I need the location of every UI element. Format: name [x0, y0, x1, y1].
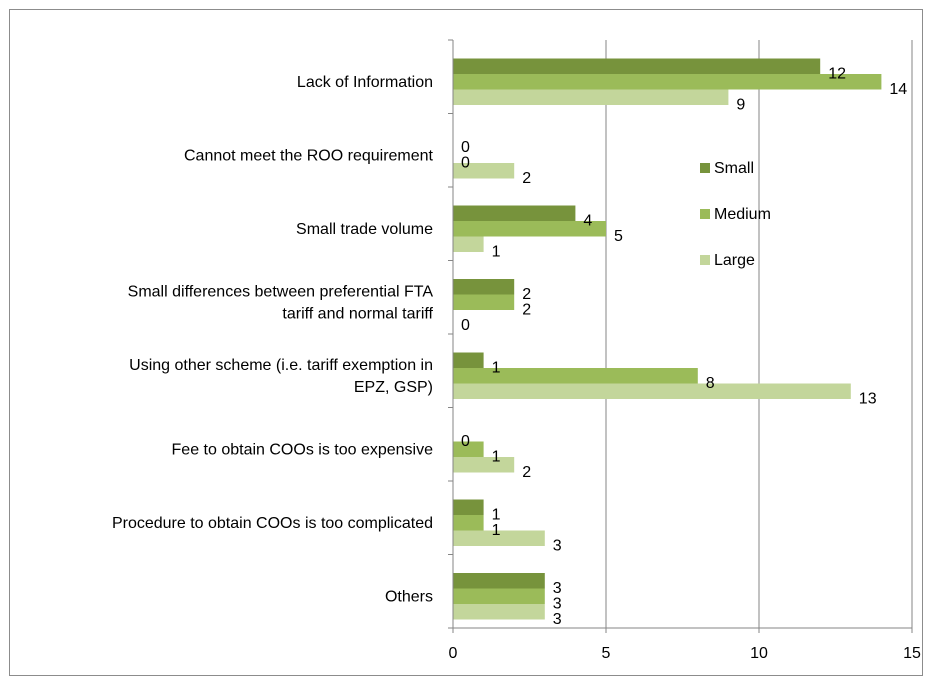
bar-small-0 — [453, 58, 821, 74]
legend-swatch-small — [700, 163, 710, 173]
category-label-cannot-meet-the-roo-requiremen: Cannot meet the ROO requirement — [184, 147, 434, 164]
bar-small-6 — [453, 499, 484, 515]
data-label-large-6: 3 — [553, 537, 562, 554]
bar-large-2 — [453, 236, 484, 252]
legend-label-medium: Medium — [714, 206, 771, 223]
data-label-small-4: 1 — [492, 359, 501, 376]
legend: Small Medium Large — [700, 160, 771, 269]
bar-small-3 — [453, 279, 515, 295]
data-label-small-7: 3 — [553, 580, 562, 597]
category-label-small-trade-volume: Small trade volume — [296, 221, 433, 238]
bar-large-0 — [453, 89, 729, 105]
x-tick-label-10: 10 — [750, 645, 768, 662]
bar-large-7 — [453, 604, 545, 620]
data-label-large-4: 13 — [859, 390, 877, 407]
bar-medium-4 — [453, 368, 698, 384]
bar-large-6 — [453, 530, 545, 546]
data-label-large-2: 1 — [492, 243, 501, 260]
bar-medium-3 — [453, 294, 515, 310]
data-label-large-0: 9 — [736, 96, 745, 113]
bar-medium-5 — [453, 441, 484, 457]
bar-large-1 — [453, 163, 515, 179]
bar-medium-6 — [453, 515, 484, 531]
x-tick-label-5: 5 — [602, 645, 611, 662]
x-tick-label-0: 0 — [449, 645, 458, 662]
axes — [448, 39, 913, 633]
legend-swatch-medium — [700, 209, 710, 219]
data-label-large-7: 3 — [553, 611, 562, 628]
bar-medium-0 — [453, 74, 882, 90]
data-label-small-5: 0 — [461, 433, 470, 450]
data-label-small-0: 12 — [828, 65, 846, 82]
bar-small-2 — [453, 205, 576, 221]
data-label-medium-3: 2 — [522, 301, 531, 318]
chart-frame — [9, 9, 923, 676]
bar-small-4 — [453, 352, 484, 368]
legend-label-large: Large — [714, 252, 755, 269]
data-label-large-3: 0 — [461, 317, 470, 334]
bar-small-7 — [453, 573, 545, 589]
data-label-medium-2: 5 — [614, 228, 623, 245]
legend-label-small: Small — [714, 160, 754, 177]
data-label-small-3: 2 — [522, 286, 531, 303]
data-label-medium-7: 3 — [553, 595, 562, 612]
data-label-large-1: 2 — [522, 170, 531, 187]
data-label-medium-0: 14 — [889, 81, 907, 98]
category-label-small-differences-between-pref: Small differences between preferential F… — [128, 283, 434, 322]
legend-swatch-large — [700, 255, 710, 265]
category-label-fee-to-obtain-coos-is-too-expe: Fee to obtain COOs is too expensive — [172, 441, 434, 458]
bar-medium-7 — [453, 588, 545, 604]
category-label-using-other-scheme-i-e-tariff-: Using other scheme (i.e. tariff exemptio… — [129, 357, 433, 396]
bar-large-4 — [453, 383, 851, 399]
data-label-small-6: 1 — [492, 506, 501, 523]
gridlines — [605, 40, 913, 628]
data-label-medium-1: 0 — [461, 154, 470, 171]
bar-large-5 — [453, 457, 515, 473]
x-tick-label-15: 15 — [903, 645, 921, 662]
data-label-medium-4: 8 — [706, 375, 715, 392]
data-label-medium-6: 1 — [492, 522, 501, 539]
data-label-small-1: 0 — [461, 139, 470, 156]
data-label-large-5: 2 — [522, 464, 531, 481]
data-label-medium-5: 1 — [492, 448, 501, 465]
category-label-others: Others — [385, 588, 433, 605]
category-label-lack-of-information: Lack of Information — [297, 74, 433, 91]
category-label-procedure-to-obtain-coos-is-to: Procedure to obtain COOs is too complica… — [112, 515, 433, 532]
data-label-small-2: 4 — [583, 212, 592, 229]
bar-medium-2 — [453, 221, 606, 237]
bars — [453, 58, 882, 620]
